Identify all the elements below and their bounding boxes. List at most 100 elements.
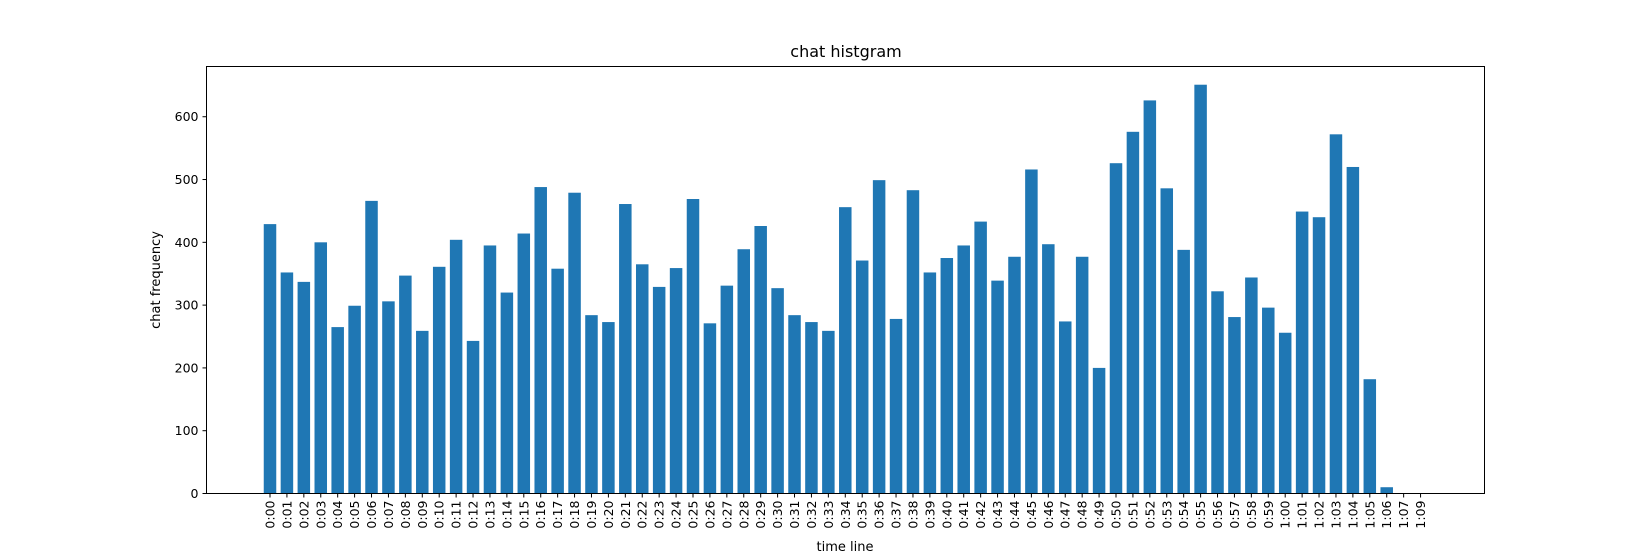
bar — [517, 233, 531, 494]
bar — [585, 315, 598, 494]
bar — [957, 245, 970, 494]
bar — [568, 192, 581, 494]
x-tick-label: 0:12 — [466, 501, 481, 529]
bar — [1092, 367, 1106, 494]
bar — [551, 268, 564, 494]
bar — [1245, 277, 1258, 494]
y-axis-label: chat frequency — [149, 231, 164, 329]
bar — [1194, 84, 1207, 494]
bar — [1025, 169, 1038, 494]
bar — [720, 285, 734, 494]
y-tick-label: 500 — [175, 172, 199, 187]
x-tick-label: 0:56 — [1210, 500, 1225, 528]
bar — [483, 245, 497, 494]
x-tick-label: 0:41 — [956, 501, 971, 529]
x-tick-label: 0:38 — [905, 500, 920, 528]
x-tick-label: 0:54 — [1176, 500, 1191, 528]
bar — [297, 281, 311, 494]
bar — [1075, 256, 1089, 494]
x-tick-label: 1:07 — [1396, 501, 1411, 529]
x-tick-label: 1:02 — [1312, 501, 1327, 529]
x-tick-label: 0:17 — [550, 501, 565, 529]
x-tick-label: 1:09 — [1413, 500, 1428, 528]
x-tick-label: 0:06 — [364, 500, 379, 528]
bar — [534, 187, 547, 494]
bar — [1295, 211, 1309, 494]
bar — [1346, 166, 1360, 494]
bar — [449, 239, 463, 494]
bar — [1008, 256, 1021, 494]
x-tick-label: 0:22 — [635, 501, 650, 529]
bar — [822, 330, 835, 494]
bar — [1363, 379, 1377, 494]
bar — [1177, 249, 1190, 494]
y-tick-label: 300 — [175, 298, 199, 313]
bar — [686, 199, 700, 494]
x-tick-label: 0:10 — [432, 500, 447, 528]
x-tick-label: 0:08 — [398, 500, 413, 528]
bar — [1312, 217, 1326, 494]
x-tick-label: 0:59 — [1261, 500, 1276, 528]
x-tick-label: 0:58 — [1244, 500, 1259, 528]
y-tick-label: 200 — [175, 360, 199, 375]
x-tick-label: 0:35 — [855, 501, 870, 529]
x-tick-label: 0:01 — [279, 501, 294, 529]
bar — [703, 323, 717, 494]
bar — [432, 266, 446, 494]
x-tick-label: 0:21 — [618, 501, 633, 529]
x-tick-label: 0:26 — [702, 500, 717, 528]
bar — [652, 286, 666, 494]
bar — [872, 180, 886, 494]
bar — [280, 272, 294, 494]
x-tick-label: 0:39 — [922, 500, 937, 528]
x-tick-label: 1:05 — [1362, 501, 1377, 529]
x-tick-label: 0:42 — [973, 501, 988, 529]
x-tick-label: 0:02 — [296, 501, 311, 529]
x-tick-label: 0:20 — [601, 500, 616, 528]
x-tick-label: 1:06 — [1379, 500, 1394, 528]
bar — [500, 292, 514, 494]
bar — [1262, 307, 1275, 494]
bar — [737, 249, 751, 494]
bar — [855, 260, 869, 494]
x-tick-label: 0:57 — [1227, 501, 1242, 529]
bar — [991, 280, 1004, 494]
x-axis-label: time line — [817, 540, 874, 552]
x-tick-label: 0:25 — [686, 501, 701, 529]
x-tick-label: 0:52 — [1142, 501, 1157, 529]
y-tick-label: 600 — [175, 109, 199, 124]
bar — [940, 258, 954, 494]
bar — [1160, 188, 1174, 494]
x-tick-label: 1:00 — [1278, 500, 1293, 528]
x-tick-label: 0:50 — [1109, 500, 1124, 528]
x-tick-label: 0:48 — [1075, 500, 1090, 528]
bar — [889, 318, 903, 494]
x-tick-label: 0:43 — [990, 501, 1005, 529]
x-tick-label: 0:34 — [838, 500, 853, 528]
bar — [788, 315, 801, 494]
bar — [263, 224, 277, 494]
x-tick-label: 0:07 — [381, 501, 396, 529]
x-tick-label: 0:32 — [804, 501, 819, 529]
x-tick-label: 0:27 — [719, 501, 734, 529]
bar — [365, 200, 378, 494]
bar — [1109, 163, 1123, 494]
y-tick-label: 100 — [175, 423, 199, 438]
bar — [839, 207, 852, 494]
x-axis: 0:00 0:01 0:02 0:03 0:04 0:05 0:06 0:07 0:08 0:09… — [263, 493, 1428, 529]
x-tick-label: 0:49 — [1092, 500, 1107, 528]
x-tick-label: 1:01 — [1295, 501, 1310, 529]
x-tick-label: 0:45 — [1024, 501, 1039, 529]
x-tick-label: 0:29 — [753, 500, 768, 528]
x-tick-label: 0:47 — [1058, 501, 1073, 529]
x-tick-label: 0:03 — [313, 501, 328, 529]
x-tick-label: 0:28 — [736, 500, 751, 528]
x-tick-label: 0:55 — [1193, 501, 1208, 529]
x-tick-label: 1:04 — [1345, 500, 1360, 528]
chart-title: chat histgram — [790, 42, 901, 61]
x-tick-label: 0:53 — [1159, 501, 1174, 529]
bar — [923, 272, 937, 494]
bar — [1329, 134, 1343, 494]
x-tick-label: 0:14 — [499, 500, 514, 528]
